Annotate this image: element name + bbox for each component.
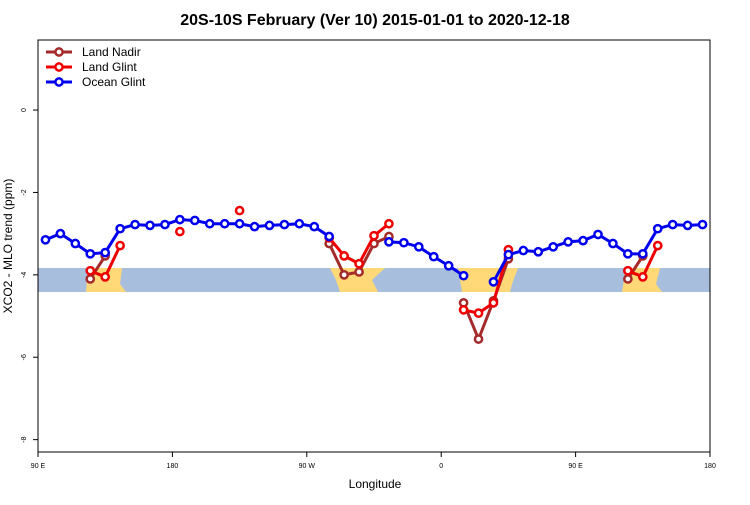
y-tick-label: -4 [21,272,28,278]
legend-label: Ocean Glint [82,75,146,89]
point [339,269,349,280]
point [682,220,693,231]
y-tick-label: -8 [21,436,28,442]
legend-marker [54,77,64,87]
point [354,267,364,277]
point [100,247,111,258]
land-ocean-strip [38,268,710,292]
point [249,221,260,232]
point [369,230,379,241]
point [548,241,559,252]
point [115,240,125,251]
point [667,219,678,230]
point [309,221,320,232]
point [100,272,111,282]
point [294,218,305,229]
point [189,215,200,226]
point [219,218,230,229]
point [623,274,633,284]
point [354,258,364,269]
y-tick-label: -6 [21,354,28,360]
point [578,235,588,246]
point [488,298,499,308]
point [518,245,529,256]
point [428,251,439,262]
point [399,237,409,248]
x-axis-label: Longitude [349,477,402,491]
point [339,251,349,261]
x-tick-label: 180 [167,463,179,470]
point [175,214,185,225]
y-tick-label: 0 [21,108,28,112]
point [443,260,454,271]
x-tick-label: 90 E [568,463,583,470]
point [488,276,499,287]
point [85,265,96,276]
point [652,223,663,234]
chart-title: 20S-10S February (Ver 10) 2015-01-01 to … [180,12,570,29]
point [637,272,648,282]
x-tick-label: 0 [439,463,443,470]
point [473,308,484,319]
point [458,270,469,281]
legend-marker [54,47,64,57]
x-tick-label: 90 W [299,463,316,470]
point [160,219,170,230]
point [384,237,394,247]
point [115,223,125,234]
point [563,237,573,247]
legend-marker [54,62,64,72]
point [384,218,394,229]
point [533,246,544,257]
point [85,274,96,284]
legend-label: Land Nadir [82,45,141,59]
point [279,219,290,230]
plot-frame [37,39,711,453]
point [40,234,51,245]
point [503,249,514,260]
point [85,248,96,259]
point [70,238,81,249]
point [324,231,335,242]
point [234,205,245,216]
point [623,248,633,259]
point [264,220,275,231]
point [175,226,185,237]
point [593,229,603,240]
point [697,219,708,230]
legend-label: Land Glint [82,60,137,74]
y-axis-label: XCO2 - MLO trend (ppm) [1,179,15,314]
point [145,220,155,231]
point [55,228,66,239]
x-tick-label: 180 [704,463,716,470]
point [473,334,484,344]
point [637,248,648,259]
point [623,265,633,276]
point [458,305,469,315]
point [204,218,215,229]
y-tick-label: -2 [21,189,28,195]
point [413,241,424,252]
point [608,238,618,249]
point [130,219,140,230]
x-tick-label: 90 E [31,463,46,470]
point [234,218,245,229]
point [652,240,663,251]
